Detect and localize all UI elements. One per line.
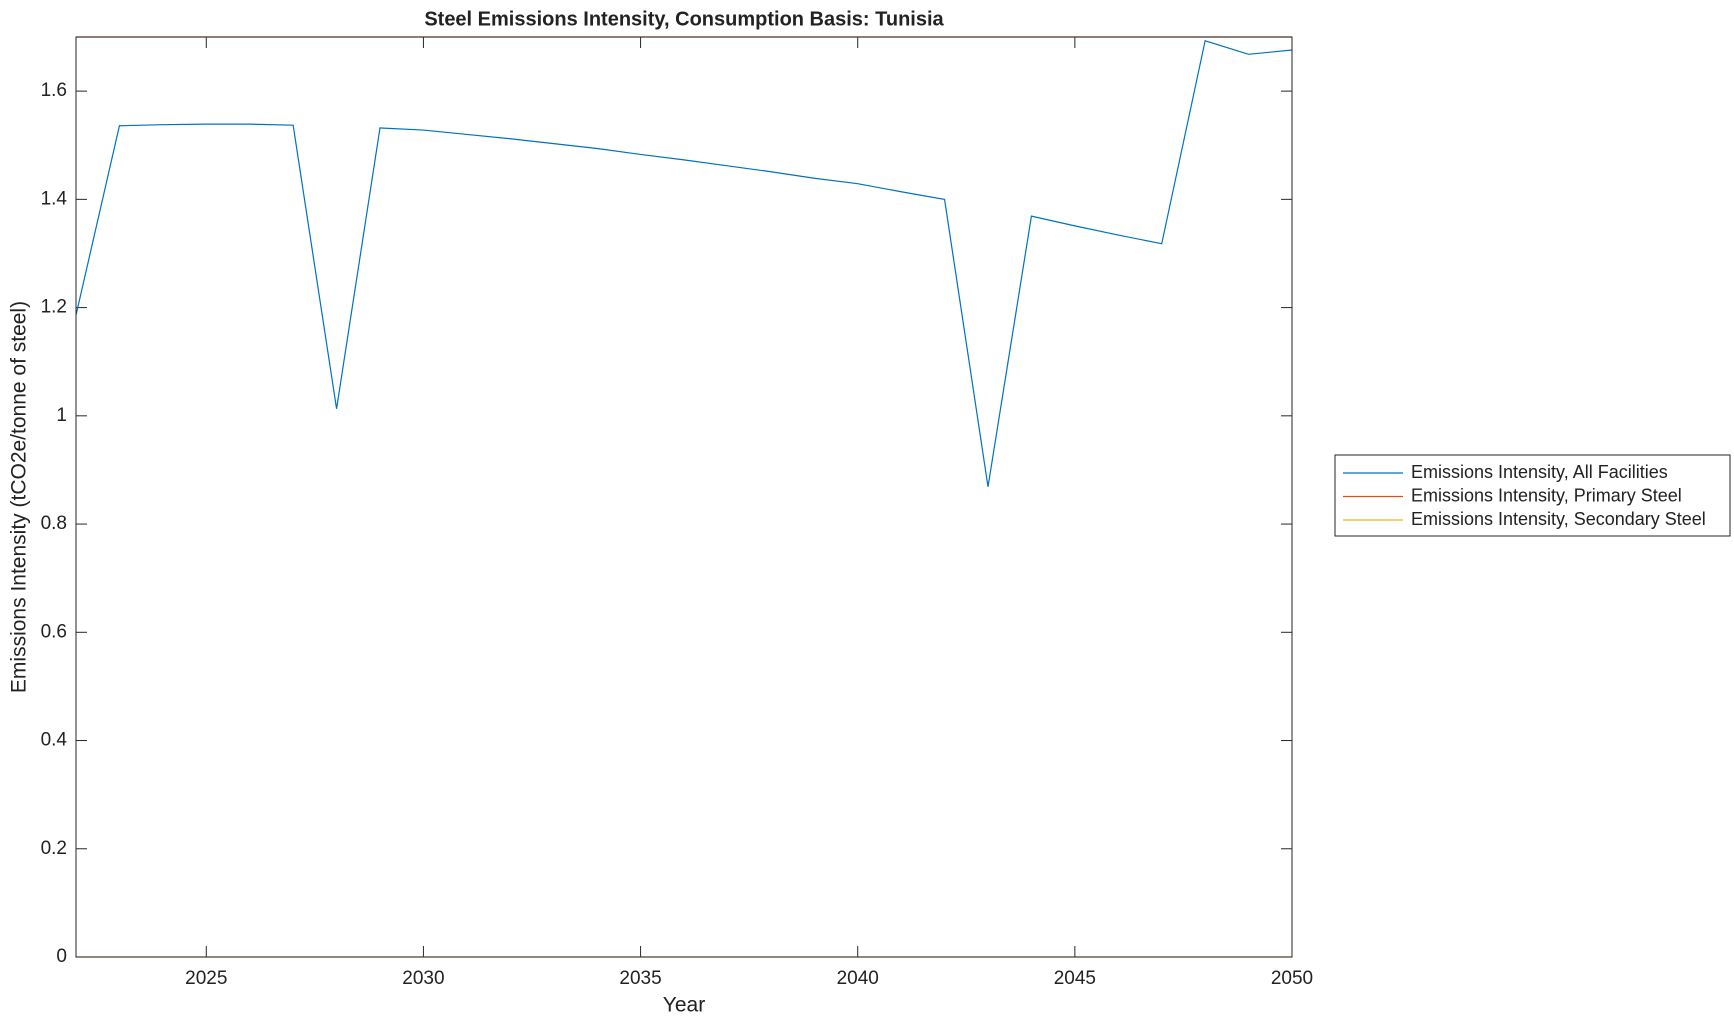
y-axis-label: Emissions Intensity (tCO2e/tonne of stee…: [8, 301, 31, 693]
y-tick-label: 0.8: [41, 513, 67, 534]
x-tick-label: 2050: [1271, 968, 1313, 989]
y-tick-label: 1: [56, 405, 67, 426]
x-tick-label: 2025: [185, 968, 227, 989]
legend-label: Emissions Intensity, Secondary Steel: [1411, 509, 1706, 529]
chart-title: Steel Emissions Intensity, Consumption B…: [424, 8, 944, 30]
y-tick-label: 0.4: [41, 730, 68, 751]
x-tick-label: 2040: [837, 968, 879, 989]
y-tick-label: 1.6: [41, 80, 67, 101]
x-tick-label: 2035: [619, 968, 661, 989]
x-tick-label: 2045: [1054, 968, 1096, 989]
legend-label: Emissions Intensity, All Facilities: [1411, 462, 1668, 482]
x-tick-label: 2030: [402, 968, 444, 989]
plot-area: [76, 37, 1292, 957]
y-tick-label: 1.2: [41, 297, 67, 318]
series-line: [75, 40, 1293, 487]
y-tick-label: 0: [56, 946, 67, 967]
legend-box: [1334, 454, 1731, 537]
y-tick-label: 1.4: [41, 188, 68, 209]
x-axis-label: Year: [663, 994, 705, 1017]
y-tick-label: 0.2: [41, 838, 67, 859]
y-tick-label: 0.6: [41, 621, 67, 642]
axes-box: [75, 36, 1293, 958]
legend-label: Emissions Intensity, Primary Steel: [1411, 485, 1682, 505]
